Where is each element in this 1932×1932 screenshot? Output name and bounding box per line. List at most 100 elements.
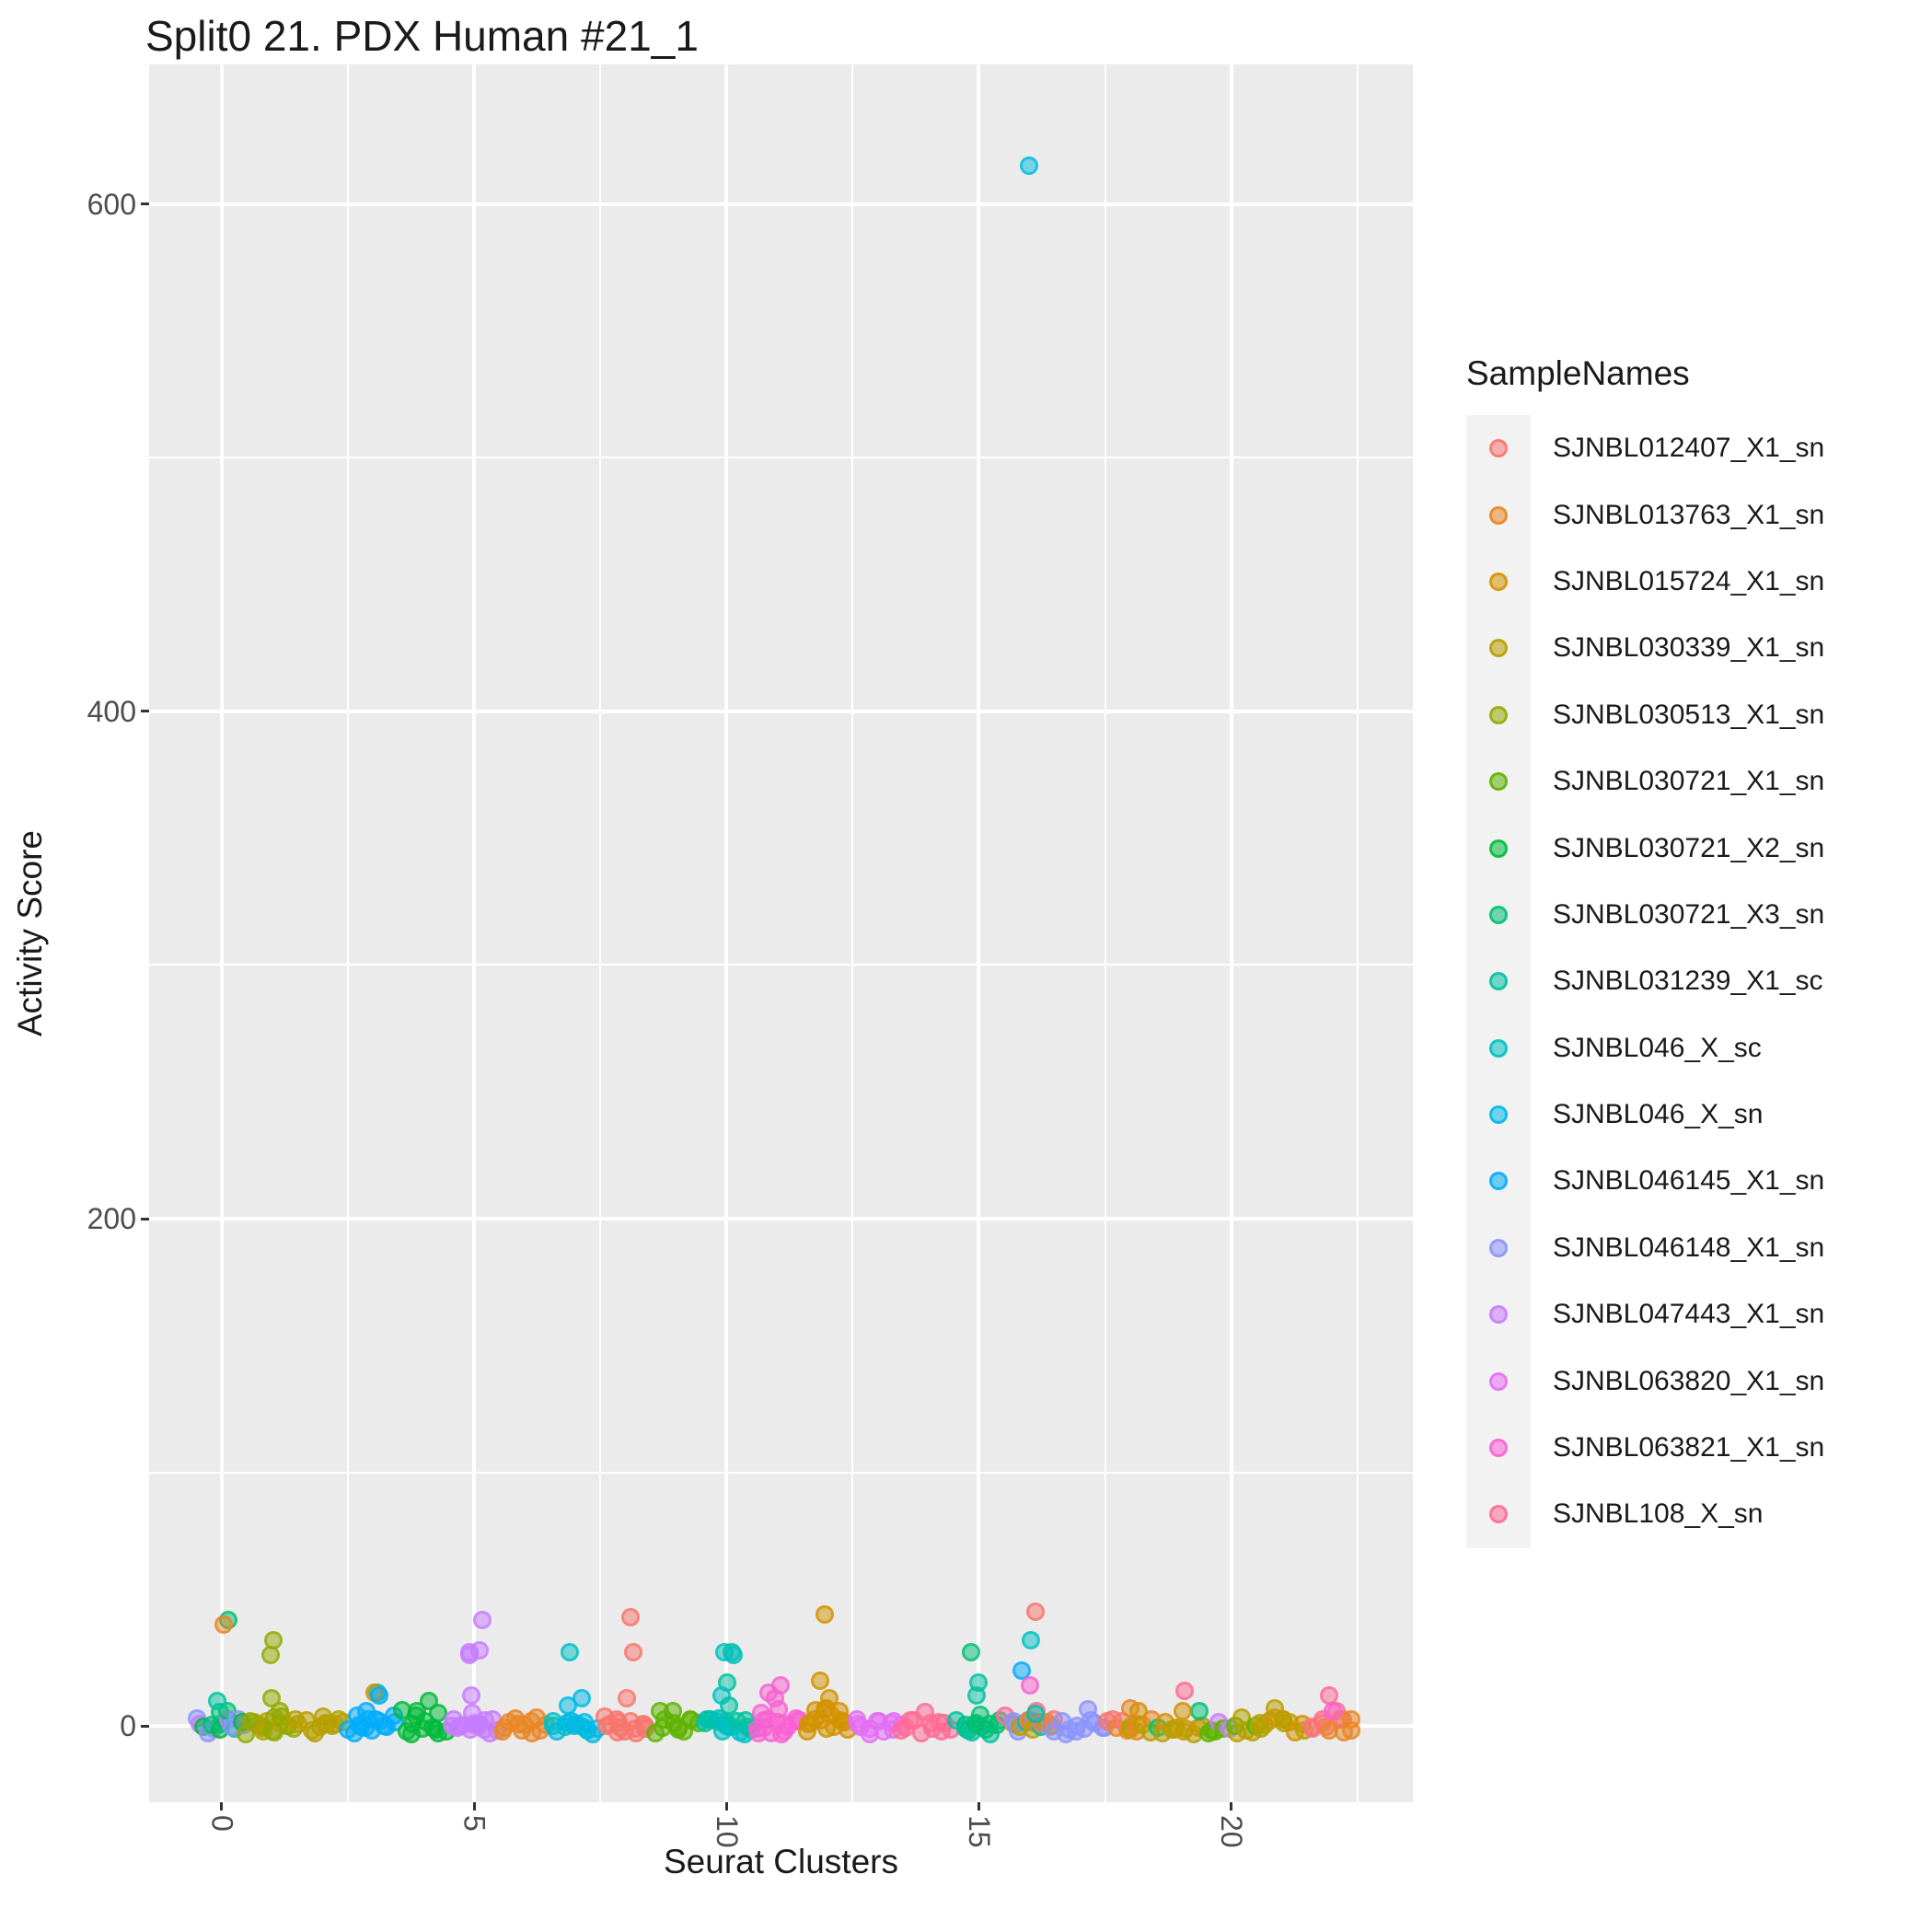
- gridline-minor-x: [347, 64, 350, 1802]
- gridline-minor-x: [599, 64, 602, 1802]
- data-point: [558, 1696, 577, 1716]
- data-point: [1341, 1709, 1360, 1729]
- x-tick-label-text: 15: [962, 1815, 996, 1848]
- data-point: [1021, 1676, 1040, 1695]
- legend-dot-icon: [1489, 639, 1508, 658]
- legend-key: [1466, 1281, 1531, 1348]
- legend-item-label: SJNBL108_X_sn: [1553, 1498, 1764, 1530]
- y-tick-label: 400: [87, 694, 136, 728]
- data-point: [724, 1646, 744, 1665]
- x-tick-label-text: 5: [457, 1815, 492, 1832]
- y-axis-title-box: Activity Score: [11, 64, 50, 1802]
- data-point: [1012, 1660, 1032, 1680]
- legend-key: [1466, 1348, 1531, 1415]
- x-tick-label: 5: [454, 1815, 494, 1836]
- y-tick-mark: [141, 202, 149, 206]
- data-point: [207, 1691, 226, 1710]
- legend-key: [1466, 415, 1531, 482]
- legend-dot-icon: [1489, 905, 1508, 924]
- legend-item: SJNBL030513_X1_sn: [1466, 681, 1825, 748]
- y-tick-label: 0: [120, 1709, 136, 1743]
- y-axis-title: Activity Score: [11, 829, 49, 1037]
- legend-item: SJNBL063821_X1_sn: [1466, 1414, 1825, 1482]
- plot-panel: [149, 64, 1413, 1802]
- legend-dot-icon: [1489, 772, 1508, 792]
- data-point: [357, 1701, 376, 1720]
- data-point: [967, 1686, 987, 1706]
- legend-key: [1466, 1081, 1531, 1149]
- x-tick-label: 0: [202, 1815, 242, 1836]
- legend-item-label: SJNBL030721_X2_sn: [1553, 832, 1825, 863]
- data-point: [1266, 1699, 1285, 1718]
- legend-item-label: SJNBL063821_X1_sn: [1553, 1432, 1825, 1463]
- gridline-major-x: [1229, 64, 1233, 1802]
- legend-dot-icon: [1489, 1371, 1508, 1391]
- legend-dot-icon: [1489, 1439, 1508, 1458]
- x-tick-label-text: 0: [205, 1815, 239, 1832]
- x-tick-label-text: 10: [710, 1815, 744, 1848]
- legend-dot-icon: [1489, 972, 1508, 991]
- legend-item-label: SJNBL031239_X1_sc: [1553, 966, 1823, 997]
- legend-item-label: SJNBL030513_X1_sn: [1553, 699, 1825, 730]
- data-point: [720, 1696, 739, 1716]
- x-tick-mark: [472, 1802, 476, 1811]
- gridline-major-y: [149, 202, 1413, 206]
- gridline-minor-y: [149, 457, 1413, 459]
- legend-item-label: SJNBL013763_X1_sn: [1553, 499, 1825, 530]
- data-point: [262, 1688, 282, 1707]
- legend-key: [1466, 548, 1531, 616]
- legend-dot-icon: [1489, 572, 1508, 591]
- gridline-major-x: [472, 64, 477, 1802]
- gridline-major-x: [724, 64, 729, 1802]
- data-point: [810, 1671, 829, 1690]
- data-point: [618, 1688, 637, 1707]
- data-point: [1174, 1701, 1193, 1720]
- x-tick-mark: [220, 1802, 224, 1811]
- legend-dot-icon: [1489, 505, 1508, 525]
- legend-item: SJNBL013763_X1_sn: [1466, 481, 1825, 549]
- data-point: [620, 1607, 640, 1626]
- legend-item: SJNBL012407_X1_sn: [1466, 415, 1824, 482]
- legend-item: SJNBL108_X_sn: [1466, 1481, 1824, 1548]
- legend-item-label: SJNBL046_X_sc: [1553, 1032, 1762, 1063]
- legend-dot-icon: [1489, 1238, 1508, 1257]
- data-point: [1025, 1704, 1045, 1723]
- x-tick-label: 15: [958, 1815, 999, 1853]
- legend-item-label: SJNBL030721_X3_sn: [1553, 898, 1825, 930]
- y-tick-mark: [141, 1217, 149, 1221]
- legend-item: SJNBL063820_X1_sn: [1466, 1348, 1824, 1415]
- legend-item: SJNBL046_X_sn: [1466, 1081, 1824, 1149]
- legend-key: [1466, 681, 1531, 748]
- gridline-minor-y: [149, 1471, 1413, 1474]
- legend-item-label: SJNBL046_X_sn: [1553, 1099, 1764, 1130]
- legend-item-label: SJNBL030721_X1_sn: [1553, 766, 1825, 797]
- legend-item: SJNBL030721_X3_sn: [1466, 881, 1825, 949]
- legend-item: SJNBL030721_X1_sn: [1466, 747, 1825, 816]
- data-point: [1323, 1701, 1342, 1720]
- legend-key: [1466, 815, 1531, 882]
- legend-key: [1466, 1414, 1531, 1482]
- gridline-major-y: [149, 709, 1413, 713]
- data-point: [407, 1701, 426, 1720]
- x-tick-label: 20: [1211, 1815, 1252, 1853]
- data-point: [1026, 1602, 1046, 1622]
- data-point: [766, 1688, 785, 1707]
- data-point: [462, 1686, 481, 1706]
- gridline-major-x: [219, 64, 224, 1802]
- legend-dot-icon: [1489, 1105, 1508, 1125]
- legend-key: [1466, 1214, 1531, 1282]
- y-tick-label: 200: [87, 1202, 136, 1236]
- legend-dot-icon: [1489, 705, 1508, 724]
- data-point: [1190, 1701, 1209, 1720]
- legend-dot-icon: [1489, 1038, 1508, 1058]
- gridline-minor-x: [851, 64, 854, 1802]
- data-point: [961, 1643, 980, 1662]
- legend-item-label: SJNBL015724_X1_sn: [1553, 565, 1825, 596]
- data-point: [1019, 156, 1038, 176]
- legend-item: SJNBL031239_X1_sc: [1466, 948, 1824, 1015]
- legend-key: [1466, 1148, 1531, 1215]
- legend-title: SampleNames: [1466, 354, 1690, 392]
- legend-key: [1466, 615, 1531, 682]
- legend-dot-icon: [1489, 1305, 1508, 1325]
